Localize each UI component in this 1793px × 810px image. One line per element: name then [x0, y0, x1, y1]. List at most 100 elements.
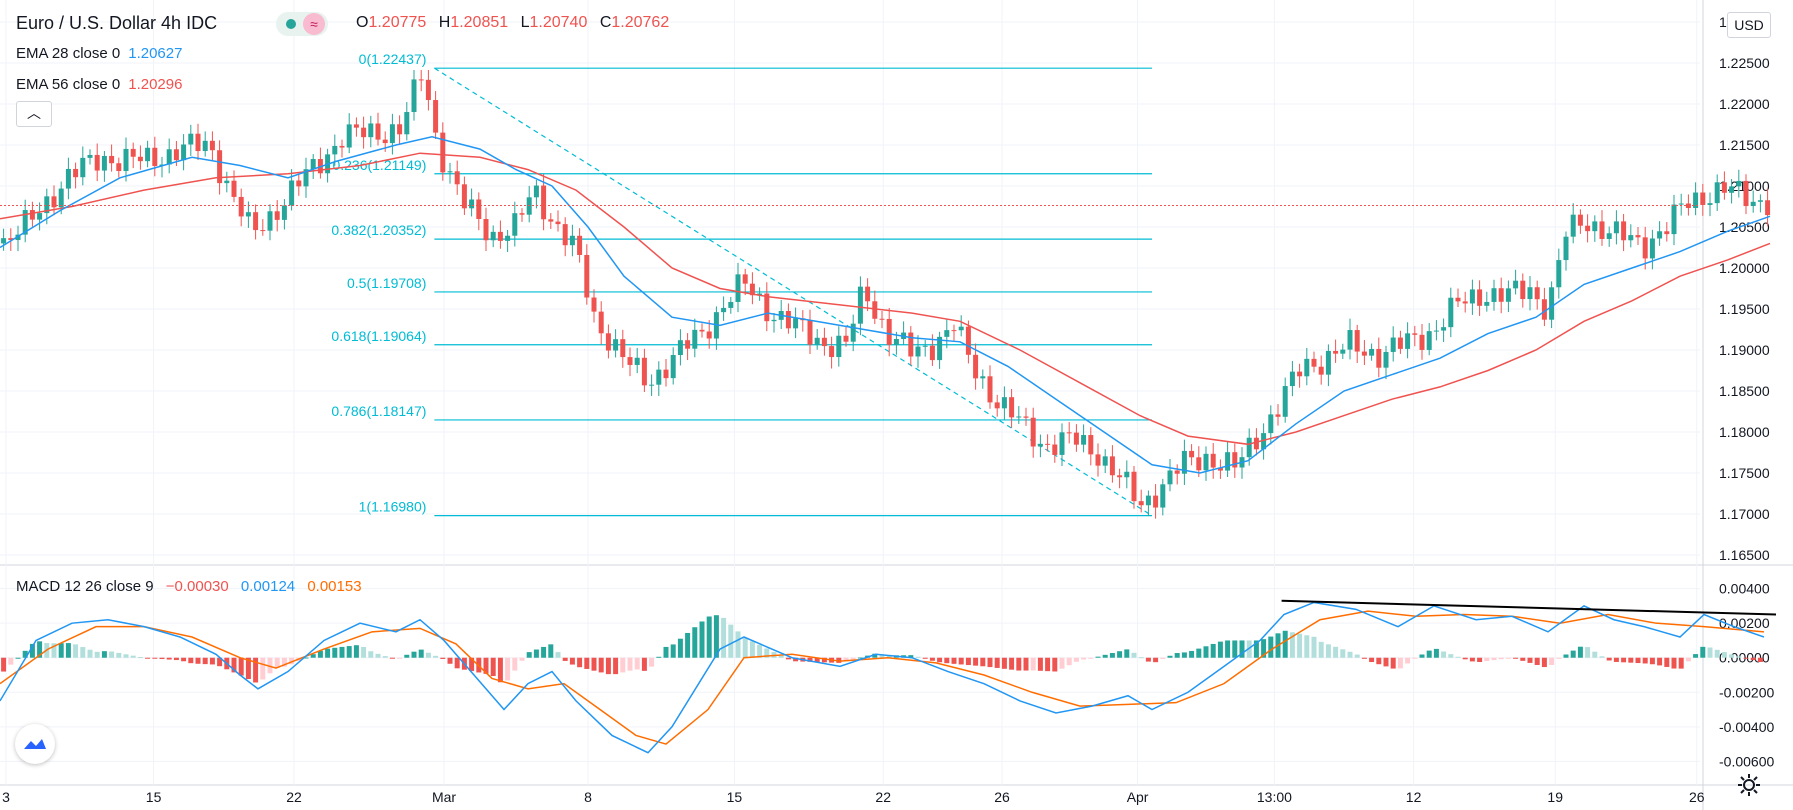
candle-body	[980, 376, 986, 379]
macd-histogram-bar	[850, 657, 856, 660]
candle-body	[613, 339, 619, 351]
macd-histogram-bar	[735, 631, 741, 658]
collapse-legend-button[interactable]: ︿	[16, 101, 52, 127]
macd-tick-label: -0.00400	[1719, 719, 1774, 735]
candle-body	[245, 212, 251, 217]
candle-body	[1297, 371, 1303, 377]
candle-body	[1649, 238, 1655, 259]
candle-body	[368, 123, 374, 138]
candle-body	[303, 169, 309, 187]
candle-body	[238, 196, 244, 217]
macd-histogram-bar	[245, 657, 251, 680]
macd-histogram-bar	[1613, 657, 1619, 662]
candle-body	[188, 133, 194, 145]
candle-body	[382, 139, 388, 144]
macd-histogram-bar	[785, 657, 791, 660]
tradingview-logo-icon[interactable]	[15, 724, 55, 764]
ema28-legend[interactable]: EMA 28 close 0 1.20627	[16, 45, 182, 62]
macd-histogram-bar	[1023, 657, 1029, 671]
ohlc-close-value: 1.20762	[611, 14, 670, 31]
macd-histogram-bar	[51, 643, 57, 658]
candle-body	[757, 293, 763, 296]
candle-body	[721, 307, 727, 313]
macd-legend[interactable]: MACD 12 26 close 9 −0.00030 0.00124 0.00…	[16, 578, 362, 595]
candle-body	[1253, 437, 1259, 450]
macd-histogram-bar	[490, 657, 496, 677]
candle-body	[116, 163, 122, 172]
compare-icon[interactable]: ≈	[303, 13, 325, 35]
candle-body	[1059, 432, 1065, 455]
macd-histogram-bar	[598, 657, 604, 673]
candle-body	[1484, 301, 1490, 306]
time-tick-label: 15	[727, 789, 743, 805]
macd-histogram-bar	[533, 649, 539, 658]
candle-body	[879, 318, 885, 320]
currency-badge[interactable]: USD	[1727, 12, 1771, 38]
macd-histogram-bar	[1743, 657, 1749, 659]
candle-body	[1289, 371, 1295, 387]
candle-body	[1448, 297, 1454, 328]
price-tick-label: 1.16500	[1719, 547, 1770, 563]
macd-histogram-bar	[274, 657, 280, 668]
candle-body	[1124, 471, 1130, 478]
macd-histogram-bar	[1196, 648, 1202, 658]
candle-body	[1743, 180, 1749, 207]
candle-body	[80, 157, 86, 178]
candle-body	[1081, 435, 1087, 445]
symbol-title[interactable]: Euro / U.S. Dollar 4h IDC	[16, 13, 218, 33]
macd-histogram-bar	[1448, 654, 1454, 658]
macd-histogram-bar	[929, 657, 935, 661]
macd-histogram-bar	[1181, 652, 1187, 658]
macd-histogram-bar	[202, 657, 208, 665]
ema56-value: 1.20296	[128, 76, 183, 93]
macd-histogram-bar	[1649, 657, 1655, 665]
candle-body	[785, 311, 791, 329]
candle-body	[1628, 235, 1634, 241]
candle-body	[1275, 414, 1281, 417]
macd-histogram-bar	[109, 651, 115, 658]
macd-histogram-bar	[519, 657, 525, 661]
macd-signal-line	[0, 610, 1765, 745]
macd-histogram-bar	[1347, 651, 1353, 658]
macd-histogram-bar	[137, 657, 143, 659]
macd-histogram-bar	[1405, 657, 1411, 664]
macd-histogram-bar	[548, 644, 554, 658]
macd-histogram-bar	[29, 643, 35, 658]
candle-body	[598, 311, 604, 334]
candle-body	[1174, 470, 1180, 474]
candle-body	[1318, 366, 1324, 375]
macd-histogram-bar	[1570, 650, 1576, 658]
macd-histogram-bar	[973, 657, 979, 666]
ema56-legend[interactable]: EMA 56 close 0 1.20296	[16, 76, 182, 93]
macd-histogram-bar	[1059, 657, 1065, 669]
candle-body	[886, 318, 892, 345]
macd-histogram-bar	[1491, 657, 1497, 661]
candle-body	[1549, 287, 1555, 320]
macd-histogram-bar	[1606, 657, 1612, 661]
price-tick-label: 1.22000	[1719, 96, 1770, 112]
candle-body	[1556, 260, 1562, 288]
candle-body	[1592, 221, 1598, 232]
macd-histogram-bar	[670, 644, 676, 658]
macd-tick-label: 0.00400	[1719, 581, 1770, 597]
price-tick-label: 1.18500	[1719, 383, 1770, 399]
candle-body	[1153, 495, 1159, 508]
macd-signal-value: 0.00153	[307, 578, 362, 595]
candle-body	[253, 212, 259, 231]
candle-body	[1210, 453, 1216, 468]
settings-gear-icon[interactable]	[1736, 772, 1762, 798]
macd-histogram-bar	[872, 653, 878, 658]
candle-body	[958, 326, 964, 331]
indicator-pill[interactable]: ≈	[276, 12, 328, 36]
candle-body	[987, 376, 993, 403]
macd-histogram-bar	[411, 651, 417, 658]
macd-histogram-bar	[1700, 646, 1706, 658]
candle-body	[260, 230, 266, 232]
macd-histogram-bar	[1311, 636, 1317, 658]
macd-histogram-bar	[1318, 641, 1324, 658]
chevron-up-icon: ︿	[27, 105, 41, 121]
time-tick-label: 19	[1547, 789, 1563, 805]
macd-histogram-bar	[1484, 657, 1490, 662]
macd-histogram-bar	[58, 643, 64, 658]
